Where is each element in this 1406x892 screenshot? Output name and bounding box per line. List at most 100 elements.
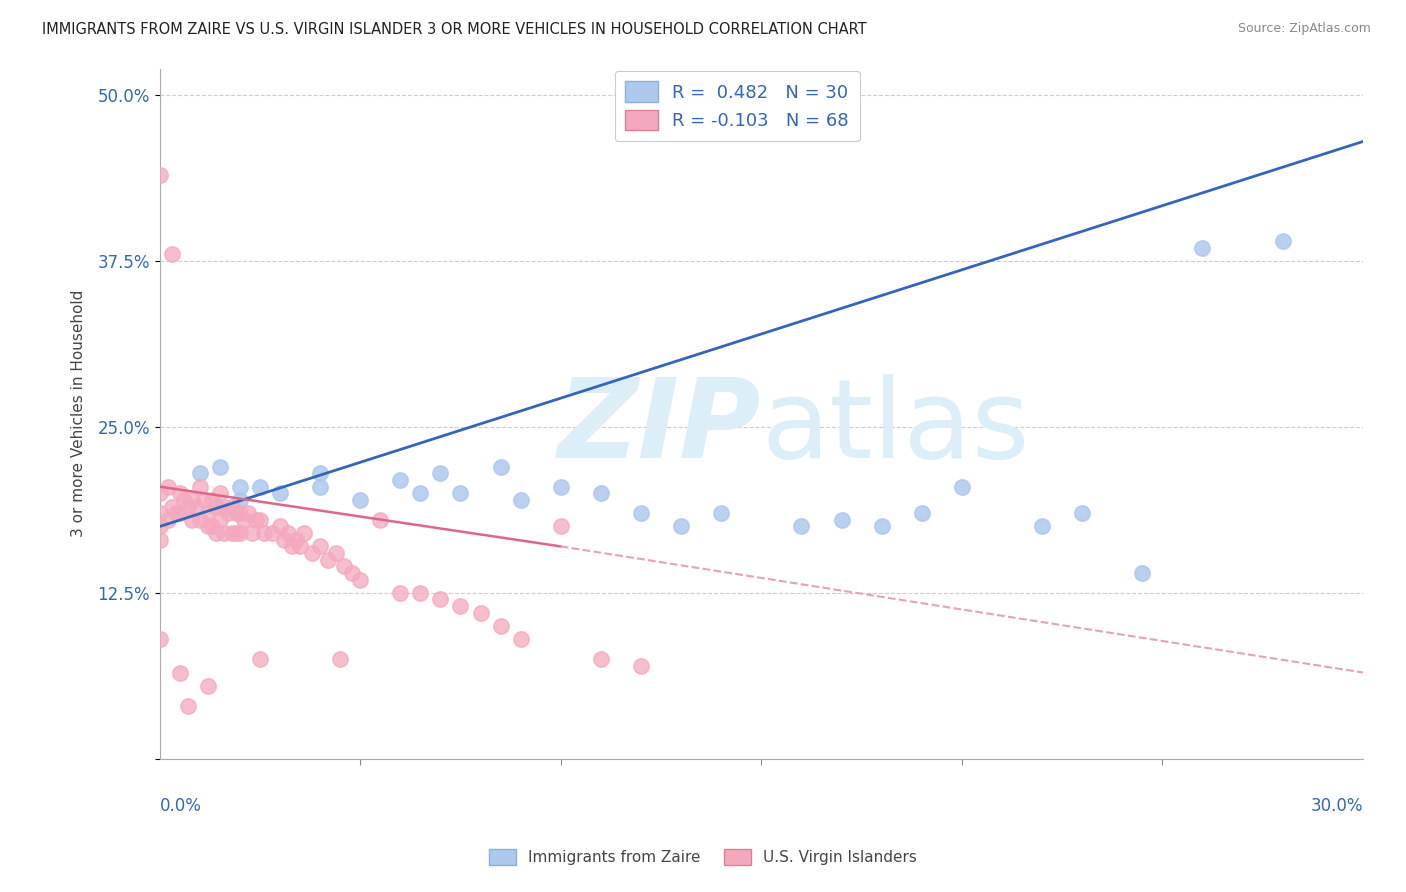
Point: [269, 486, 291, 500]
Point: [197, 679, 219, 693]
Point: [201, 492, 224, 507]
Point: [180, 492, 202, 507]
Point: [285, 533, 308, 547]
Point: [177, 500, 200, 514]
Point: [450, 486, 472, 500]
Point: [470, 606, 492, 620]
Point: [165, 506, 187, 520]
Point: [260, 526, 283, 541]
Point: [149, 632, 172, 647]
Point: [197, 506, 219, 520]
Point: [205, 500, 228, 514]
Point: [911, 506, 934, 520]
Point: [229, 526, 252, 541]
Point: [1071, 506, 1094, 520]
Point: [188, 480, 211, 494]
Point: [429, 592, 451, 607]
Point: [249, 480, 271, 494]
Text: 30.0%: 30.0%: [1310, 797, 1362, 814]
Point: [160, 247, 183, 261]
Point: [550, 519, 572, 533]
Point: [710, 506, 733, 520]
Point: [389, 586, 412, 600]
Point: [208, 513, 231, 527]
Point: [368, 513, 391, 527]
Point: [184, 500, 207, 514]
Point: [208, 486, 231, 500]
Point: [245, 513, 267, 527]
Point: [169, 486, 191, 500]
Point: [309, 480, 332, 494]
Point: [212, 500, 235, 514]
Point: [630, 658, 652, 673]
Point: [1031, 519, 1053, 533]
Point: [249, 513, 271, 527]
Point: [281, 540, 304, 554]
Point: [589, 486, 612, 500]
Point: [342, 566, 364, 580]
Point: [160, 500, 183, 514]
Point: [325, 546, 347, 560]
Point: [790, 519, 813, 533]
Point: [450, 599, 472, 614]
Text: IMMIGRANTS FROM ZAIRE VS U.S. VIRGIN ISLANDER 3 OR MORE VEHICLES IN HOUSEHOLD CO: IMMIGRANTS FROM ZAIRE VS U.S. VIRGIN ISL…: [42, 22, 868, 37]
Text: atlas: atlas: [761, 374, 1029, 481]
Point: [225, 526, 247, 541]
Legend: R =  0.482   N = 30, R = -0.103   N = 68: R = 0.482 N = 30, R = -0.103 N = 68: [614, 70, 860, 141]
Point: [177, 698, 200, 713]
Point: [831, 513, 853, 527]
Point: [221, 500, 243, 514]
Point: [1271, 234, 1294, 248]
Point: [229, 506, 252, 520]
Point: [550, 480, 572, 494]
Point: [229, 492, 252, 507]
Point: [249, 652, 271, 666]
Point: [950, 480, 973, 494]
Point: [630, 506, 652, 520]
Text: Source: ZipAtlas.com: Source: ZipAtlas.com: [1237, 22, 1371, 36]
Point: [316, 552, 339, 566]
Point: [669, 519, 692, 533]
Point: [1130, 566, 1153, 580]
Point: [149, 486, 172, 500]
Point: [173, 492, 195, 507]
Point: [156, 513, 179, 527]
Y-axis label: 3 or more Vehicles in Household: 3 or more Vehicles in Household: [72, 290, 86, 537]
Point: [156, 480, 179, 494]
Point: [429, 467, 451, 481]
Point: [188, 467, 211, 481]
Point: [205, 526, 228, 541]
Point: [212, 526, 235, 541]
Point: [149, 519, 172, 533]
Point: [329, 652, 352, 666]
Point: [409, 586, 432, 600]
Point: [1191, 241, 1213, 255]
Point: [169, 665, 191, 680]
Point: [277, 526, 299, 541]
Point: [188, 513, 211, 527]
Point: [870, 519, 893, 533]
Point: [301, 546, 323, 560]
Text: 0.0%: 0.0%: [160, 797, 201, 814]
Point: [217, 506, 239, 520]
Point: [221, 526, 243, 541]
Point: [229, 480, 252, 494]
Point: [509, 632, 531, 647]
Point: [489, 619, 512, 633]
Point: [149, 533, 172, 547]
Point: [269, 519, 291, 533]
Point: [489, 459, 512, 474]
Point: [589, 652, 612, 666]
Point: [409, 486, 432, 500]
Point: [253, 526, 276, 541]
Point: [193, 492, 215, 507]
Point: [309, 540, 332, 554]
Point: [169, 506, 191, 520]
Point: [232, 513, 254, 527]
Point: [225, 506, 247, 520]
Legend: Immigrants from Zaire, U.S. Virgin Islanders: Immigrants from Zaire, U.S. Virgin Islan…: [482, 843, 924, 871]
Point: [149, 168, 172, 182]
Point: [333, 559, 356, 574]
Point: [236, 506, 259, 520]
Point: [197, 519, 219, 533]
